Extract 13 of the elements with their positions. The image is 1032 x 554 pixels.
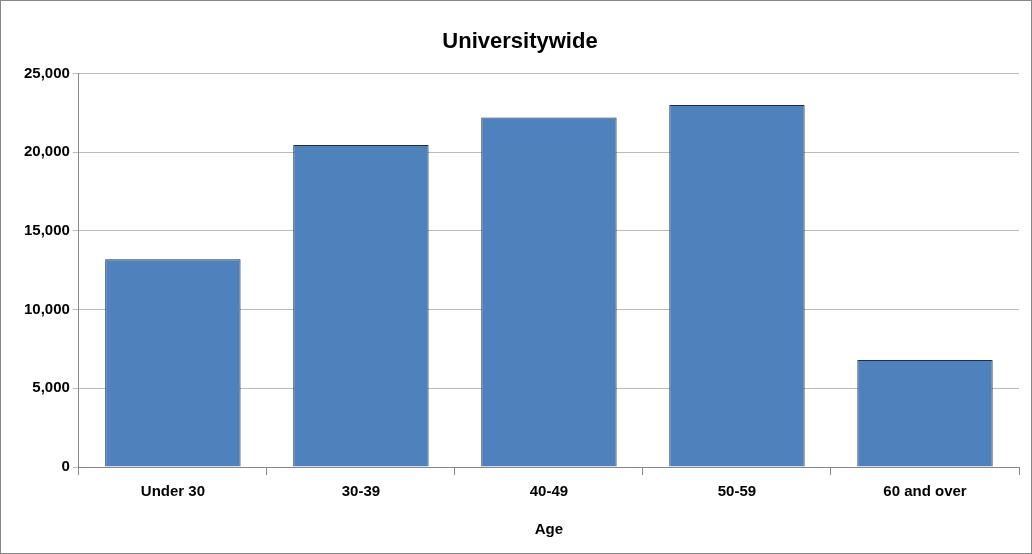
x-tick-label: 60 and over <box>883 482 967 500</box>
y-tick-label: 20,000 <box>23 142 70 160</box>
chart-title: Universitywide <box>442 28 598 54</box>
x-tick-label: Under 30 <box>140 482 205 500</box>
x-tick-label: 30-39 <box>341 482 381 500</box>
y-tick-label: 10,000 <box>23 299 70 317</box>
y-tick-label: 15,000 <box>23 220 70 238</box>
y-tick-label: 25,000 <box>23 63 70 81</box>
x-axis-title: Age <box>534 520 564 538</box>
y-tick-label: 0 <box>61 457 70 475</box>
y-tick-label: 5,000 <box>32 378 70 396</box>
x-tick-label: 40-49 <box>529 482 569 500</box>
x-tick-label: 50-59 <box>717 482 757 500</box>
